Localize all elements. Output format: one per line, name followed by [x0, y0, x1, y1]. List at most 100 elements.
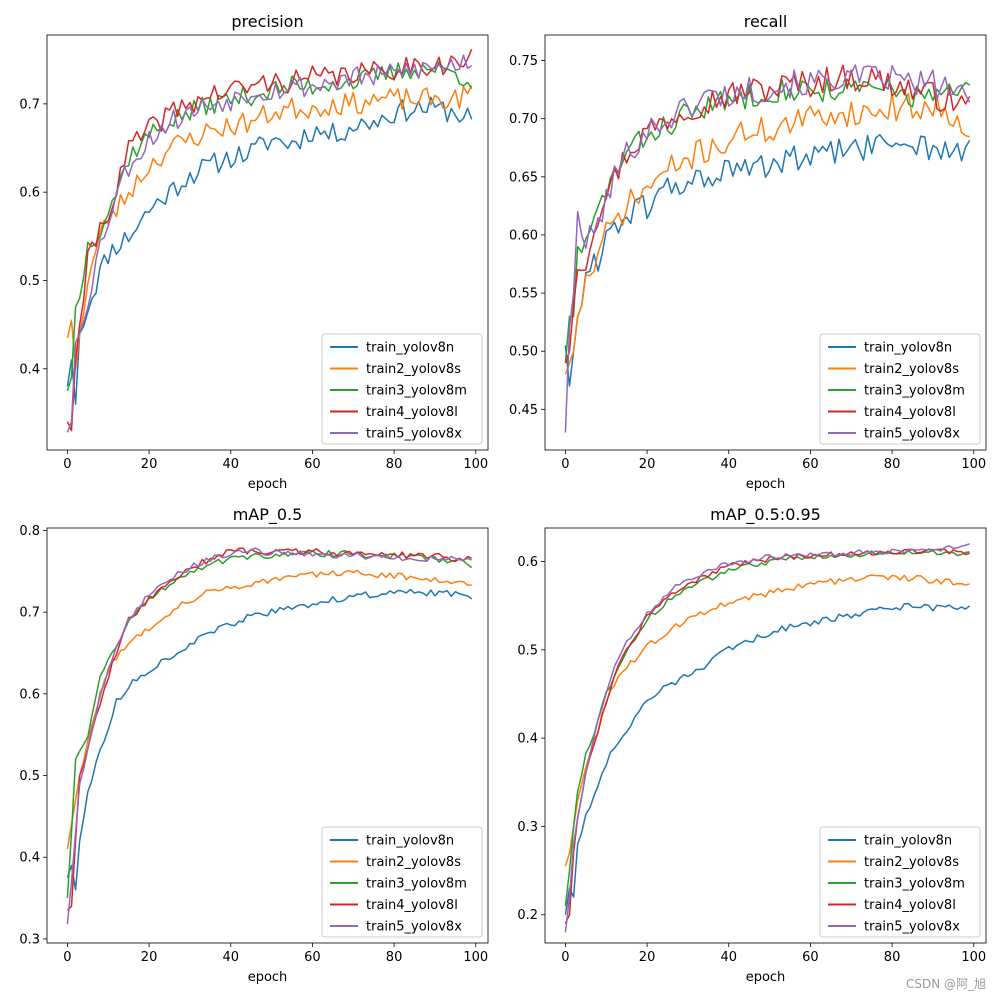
y-tick-label: 0.45	[509, 403, 538, 418]
x-axis-label: epoch	[248, 477, 288, 492]
series-group	[564, 543, 971, 933]
legend-label: train2_yolov8s	[864, 855, 959, 870]
series-line-4	[66, 547, 472, 911]
x-tick-label: 40	[720, 457, 737, 472]
legend-label: train_yolov8n	[366, 834, 454, 849]
legend-label: train5_yolov8x	[366, 427, 462, 442]
legend-label: train_yolov8n	[864, 341, 952, 356]
y-tick-label: 0.6	[517, 555, 538, 570]
series-line-3	[564, 549, 970, 906]
y-tick-label: 0.5	[517, 643, 538, 658]
series-line-2	[66, 85, 473, 370]
legend-label: train4_yolov8l	[864, 898, 956, 913]
y-tick-label: 0.55	[509, 287, 538, 302]
series-group	[564, 64, 971, 433]
series-line-1	[66, 96, 473, 405]
axes-frame	[544, 34, 987, 451]
y-tick-label: 0.6	[19, 186, 40, 201]
legend-label: train4_yolov8l	[864, 405, 956, 420]
y-tick-label: 0.4	[517, 732, 538, 747]
chart-panel-2: recall 0 20 40 60 80 100 0.45 0.50 0.55 0.60 0.65 0.…	[509, 12, 987, 492]
y-tick-label: 0.60	[509, 228, 538, 243]
chart-panel-1: precision 0 20 40 60 80 100 0.4 0.5 0.6 0.7 epoch tr…	[19, 12, 489, 492]
y-tick-label: 0.7	[19, 606, 40, 621]
x-tick-label: 100	[463, 457, 488, 472]
legend: train_yolov8n train2_yolov8s train3_yolov8…	[321, 333, 483, 445]
legend-label: train_yolov8n	[366, 341, 454, 356]
series-line-5	[564, 64, 971, 433]
x-tick-label: 0	[561, 457, 569, 472]
x-tick-label: 80	[884, 457, 901, 472]
y-tick-label: 0.6	[19, 687, 40, 702]
series-line-3	[564, 78, 971, 363]
x-tick-label: 20	[639, 457, 656, 472]
x-tick-label: 100	[961, 950, 986, 965]
legend: train_yolov8n train2_yolov8s train3_yolov8…	[819, 826, 981, 938]
legend-label: train5_yolov8x	[864, 920, 960, 935]
y-tick-label: 0.2	[517, 908, 538, 923]
series-line-5	[564, 543, 970, 933]
legend-label: train5_yolov8x	[864, 427, 960, 442]
legend-label: train2_yolov8s	[864, 362, 959, 377]
series-line-2	[66, 569, 472, 850]
x-tick-label: 100	[463, 950, 488, 965]
x-axis-label: epoch	[248, 970, 288, 985]
x-tick-label: 0	[63, 457, 71, 472]
series-line-1	[564, 602, 971, 915]
x-tick-label: 60	[304, 457, 321, 472]
y-tick-label: 0.3	[517, 820, 538, 835]
x-tick-label: 60	[802, 457, 819, 472]
series-line-1	[66, 588, 473, 891]
series-line-4	[564, 548, 970, 924]
axes-frame	[46, 527, 489, 944]
legend-box	[819, 826, 981, 938]
chart-panel-4: mAP_0.5:0.95 0 20 40 60 80 100 0.2 0.3 0.4 0.5 0.6 e…	[517, 505, 987, 985]
x-tick-label: 0	[561, 950, 569, 965]
chart-panel-3: mAP_0.5 0 20 40 60 80 100 0.3 0.4 0.5 0.6 0.7 0.8 epo…	[19, 505, 489, 985]
axes-frame	[544, 527, 987, 944]
y-tick-label: 0.4	[19, 362, 40, 377]
series-line-4	[564, 64, 971, 364]
legend-label: train3_yolov8m	[366, 877, 467, 892]
x-tick-label: 40	[222, 457, 239, 472]
chart-title: mAP_0.5	[233, 505, 303, 525]
y-tick-label: 0.50	[509, 345, 538, 360]
legend-box	[321, 826, 483, 938]
series-line-3	[66, 61, 473, 392]
x-tick-label: 80	[386, 457, 403, 472]
series-group	[66, 547, 473, 925]
legend: train_yolov8n train2_yolov8s train3_yolov8…	[819, 333, 981, 445]
series-line-2	[564, 92, 970, 375]
legend-label: train3_yolov8m	[864, 384, 965, 399]
legend-label: train5_yolov8x	[366, 920, 462, 935]
series-line-5	[66, 54, 473, 433]
x-tick-label: 40	[222, 950, 239, 965]
x-tick-label: 80	[884, 950, 901, 965]
y-tick-label: 0.3	[19, 932, 40, 947]
series-line-4	[66, 48, 473, 432]
x-tick-label: 80	[386, 950, 403, 965]
legend-label: train3_yolov8m	[864, 877, 965, 892]
y-tick-label: 0.8	[19, 524, 40, 539]
x-tick-label: 60	[304, 950, 321, 965]
legend-box	[819, 333, 981, 445]
legend-label: train4_yolov8l	[366, 405, 458, 420]
y-tick-label: 0.7	[19, 97, 40, 112]
series-line-2	[564, 574, 970, 867]
x-axis-label: epoch	[746, 970, 786, 985]
x-tick-label: 60	[802, 950, 819, 965]
x-tick-label: 20	[141, 457, 158, 472]
legend-label: train_yolov8n	[864, 834, 952, 849]
y-tick-label: 0.75	[509, 54, 538, 69]
legend-label: train2_yolov8s	[366, 855, 461, 870]
legend-label: train4_yolov8l	[366, 898, 458, 913]
series-group	[66, 48, 473, 433]
axes-frame	[46, 34, 489, 451]
legend-label: train2_yolov8s	[366, 362, 461, 377]
watermark: CSDN @阿_旭	[905, 977, 986, 991]
legend-label: train3_yolov8m	[366, 384, 467, 399]
y-tick-label: 0.70	[509, 112, 538, 127]
legend: train_yolov8n train2_yolov8s train3_yolov8…	[321, 826, 483, 938]
